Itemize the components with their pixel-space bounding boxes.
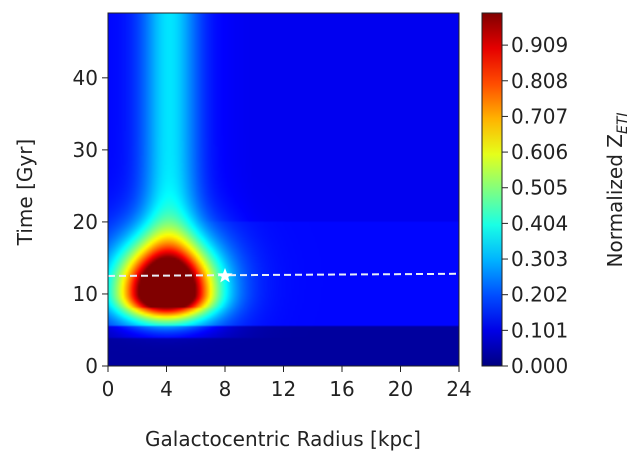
colorbar-label-main: Normalized Z bbox=[603, 134, 627, 267]
colorbar-tick-label: 0.707 bbox=[511, 104, 568, 128]
colorbar-tick-label: 0.606 bbox=[511, 140, 568, 164]
x-axis: 0 4 8 12 16 20 24 bbox=[102, 366, 472, 401]
x-tick-label: 0 bbox=[102, 377, 115, 401]
colorbar-tick-label: 0.808 bbox=[511, 69, 568, 93]
x-tick-label: 8 bbox=[219, 377, 232, 401]
y-axis-label: Time [Gyr] bbox=[13, 139, 37, 246]
colorbar-tick-label: 0.202 bbox=[511, 283, 568, 307]
y-tick-label: 30 bbox=[73, 138, 98, 162]
colorbar: 0.000 0.101 0.202 0.303 0.404 0.505 0.606 0.707… bbox=[481, 12, 631, 378]
y-tick-label: 40 bbox=[73, 66, 98, 90]
x-tick-label: 16 bbox=[329, 377, 354, 401]
colorbar-tick-label: 0.404 bbox=[511, 211, 568, 235]
colorbar-tick-label: 0.505 bbox=[511, 176, 568, 200]
x-tick-label: 4 bbox=[160, 377, 173, 401]
y-tick-label: 20 bbox=[73, 210, 98, 234]
colorbar-tick-label: 0.101 bbox=[511, 318, 568, 342]
colorbar-tick-label: 0.909 bbox=[511, 33, 568, 57]
colorbar-label: Normalized ZETI bbox=[603, 112, 631, 267]
y-axis: 0 10 20 30 40 bbox=[73, 66, 108, 378]
x-tick-label: 12 bbox=[271, 377, 296, 401]
colorbar-gradient bbox=[481, 12, 503, 367]
heatmap-plot-area bbox=[108, 13, 459, 366]
colorbar-ticks: 0.000 0.101 0.202 0.303 0.404 0.505 0.606 0.707… bbox=[502, 33, 568, 378]
colorbar-tick-label: 0.000 bbox=[511, 354, 568, 378]
y-tick-label: 0 bbox=[85, 354, 98, 378]
x-tick-label: 24 bbox=[446, 377, 471, 401]
colorbar-tick-label: 0.303 bbox=[511, 247, 568, 271]
heatmap-image bbox=[108, 13, 459, 366]
x-axis-label: Galactocentric Radius [kpc] bbox=[145, 427, 421, 451]
x-tick-label: 20 bbox=[388, 377, 413, 401]
colorbar-label-subscript: ETI bbox=[615, 112, 631, 134]
reference-dashed-line bbox=[108, 272, 459, 277]
sun-position-star-marker bbox=[217, 267, 233, 283]
y-tick-label: 10 bbox=[73, 282, 98, 306]
